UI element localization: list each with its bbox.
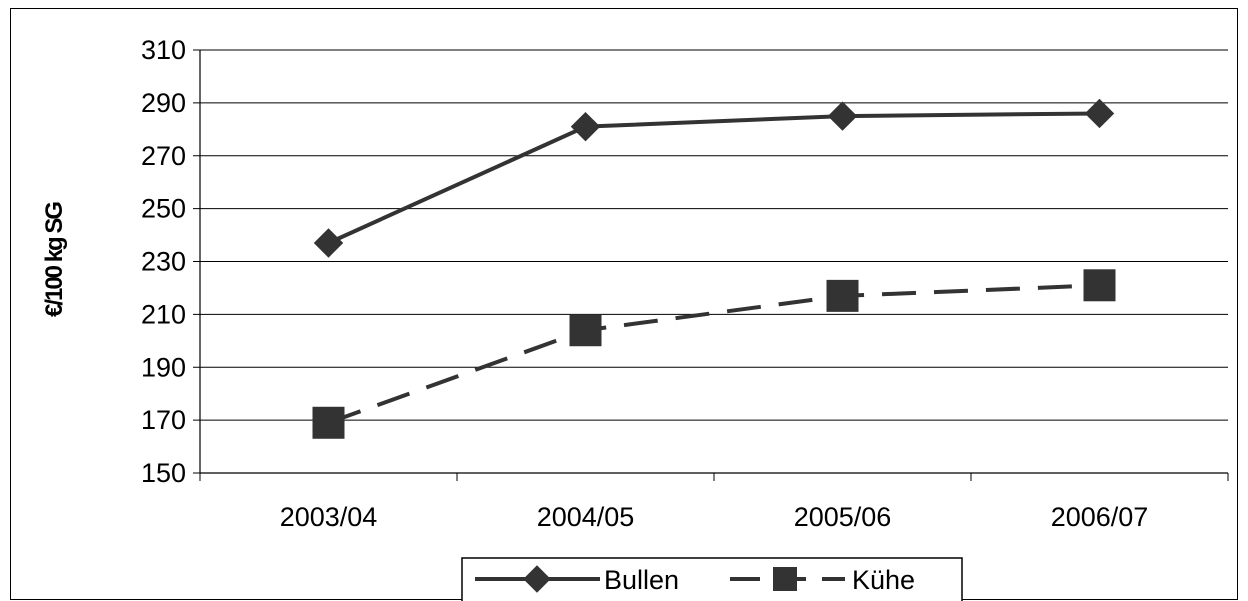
y-tick-label: 150 <box>141 458 186 488</box>
series-bullen <box>313 98 1115 258</box>
data-point <box>313 228 344 258</box>
y-tick-label: 170 <box>141 405 186 435</box>
gridlines <box>200 49 1228 421</box>
y-tick-label: 310 <box>141 35 186 65</box>
x-tick-label: 2005/06 <box>794 502 892 532</box>
y-tick-label: 250 <box>141 194 186 224</box>
data-point <box>827 101 858 131</box>
axes <box>193 49 1229 481</box>
y-tick-label: 210 <box>141 299 186 329</box>
y-tick-labels: 150 170 190 210 230 250 270 290 310 <box>141 35 186 488</box>
y-tick-label: 290 <box>141 88 186 118</box>
x-tick-label: 2004/05 <box>537 502 635 532</box>
legend-label: Kühe <box>852 565 915 595</box>
chart-frame <box>10 8 1238 600</box>
series-line <box>327 111 1100 245</box>
data-point <box>570 111 601 142</box>
data-point <box>1084 98 1115 129</box>
x-tick-labels: 2003/04 2004/05 2005/06 2006/07 <box>280 502 1149 532</box>
data-point <box>1083 269 1116 302</box>
series-kühe <box>312 269 1116 439</box>
series-layer <box>312 98 1116 439</box>
legend-item-kühe: Kühe <box>730 565 915 595</box>
y-axis-label: €/100 kg SG <box>41 202 68 317</box>
y-tick-label: 270 <box>141 141 186 171</box>
data-point <box>312 406 345 439</box>
y-tick-label: 190 <box>141 352 186 382</box>
data-point <box>826 279 859 312</box>
legend-marker <box>773 567 797 591</box>
y-tick-label: 230 <box>141 247 186 277</box>
legend: Bullen Kühe <box>461 557 963 601</box>
legend-label: Bullen <box>604 565 679 595</box>
x-tick-label: 2003/04 <box>280 502 378 532</box>
series-line <box>327 283 1100 425</box>
data-point <box>569 314 602 347</box>
legend-item-bullen: Bullen <box>475 565 679 595</box>
legend-marker <box>523 565 551 593</box>
x-tick-label: 2006/07 <box>1051 502 1149 532</box>
